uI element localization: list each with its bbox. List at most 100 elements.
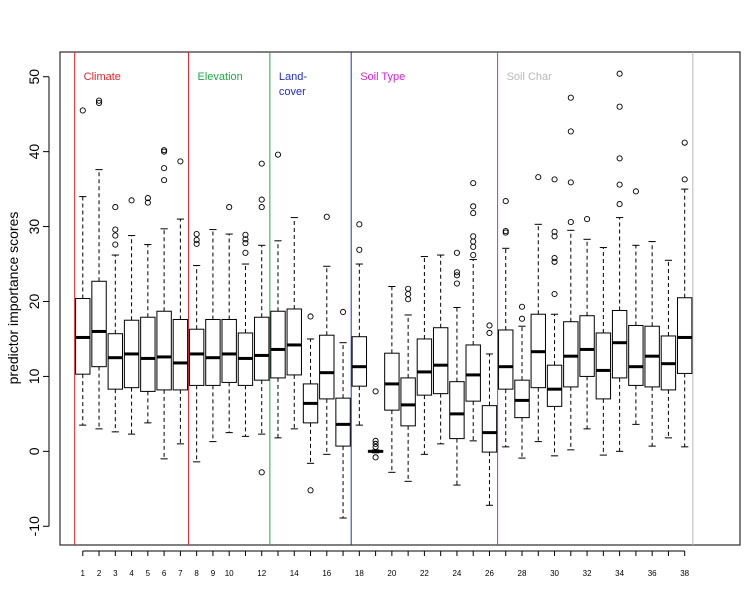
outlier-point (453, 249, 460, 256)
box-body (107, 333, 124, 390)
box-body (140, 316, 156, 392)
outlier-point (567, 128, 574, 135)
x-tick-label: 38 (680, 569, 689, 578)
box-7 (172, 158, 189, 445)
outlier-point (112, 204, 119, 211)
x-axis: 1 2 3 4 5 6 7 8 9 10 12 14 16 18 20 22 24 26 28 30 32 34 36 38 (81, 550, 690, 578)
box-body (563, 321, 579, 388)
outlier-point (405, 285, 412, 292)
outlier-point (551, 290, 558, 298)
box-body (172, 318, 189, 391)
box-19 (367, 388, 384, 461)
box-8 (188, 231, 205, 463)
box-37 (660, 259, 677, 439)
box-9 (205, 229, 221, 443)
box-body (432, 327, 449, 395)
outlier-point (258, 160, 265, 167)
outlier-point (681, 139, 688, 146)
outlier-point (161, 165, 168, 172)
outlier-point (242, 249, 249, 256)
outlier-point (518, 303, 526, 310)
box-body (498, 329, 514, 390)
x-tick-label: 3 (113, 569, 118, 578)
box-body (546, 364, 563, 407)
outlier-point (112, 232, 119, 239)
outlier-point (470, 238, 477, 245)
outlier-point (307, 313, 314, 320)
x-tick-label: 1 (81, 569, 86, 578)
outlier-point (242, 240, 249, 247)
outlier-point (177, 158, 184, 165)
box-38 (676, 139, 693, 448)
x-tick-label: 26 (485, 569, 494, 578)
box-10 (221, 204, 237, 434)
outlier-point (95, 97, 103, 104)
y-tick-label: 0 (26, 447, 42, 455)
outlier-point (258, 469, 265, 476)
x-tick-label: 5 (146, 569, 151, 578)
y-tick-label: 40 (26, 144, 42, 160)
box-body (188, 328, 205, 386)
outlier-point (193, 231, 200, 238)
box-6 (156, 147, 172, 460)
group-label-4: Soil Type (360, 71, 405, 83)
outlier-point (681, 176, 688, 183)
outlier-point (161, 147, 168, 154)
outlier-point (551, 176, 558, 183)
y-tick-label: 10 (26, 368, 42, 384)
outlier-point (226, 204, 233, 211)
outlier-point (405, 290, 412, 298)
x-tick-label: 22 (420, 569, 429, 578)
box-2 (91, 97, 107, 430)
outlier-point (242, 236, 249, 243)
outlier-point (193, 240, 200, 247)
box-body (595, 332, 612, 400)
box-body (628, 324, 644, 386)
outlier-point (161, 177, 168, 184)
box-33 (595, 247, 612, 456)
outlier-point (518, 315, 526, 322)
x-tick-label: 12 (257, 569, 266, 578)
outlier-point (616, 103, 623, 110)
x-tick-label: 9 (211, 569, 216, 578)
box-11 (237, 231, 254, 437)
x-tick-label: 7 (178, 569, 183, 578)
outlier-point (95, 99, 103, 106)
y-tick-label: 50 (26, 69, 42, 85)
box-34 (611, 70, 628, 452)
outlier-point (356, 246, 363, 253)
box-body (449, 381, 465, 440)
box-body (319, 334, 335, 400)
box-5 (140, 195, 156, 424)
outlier-point (356, 221, 363, 228)
box-body (156, 310, 172, 391)
outlier-point (405, 296, 412, 303)
box-18 (351, 221, 368, 426)
group-label-3: cover (279, 86, 306, 98)
outlier-point (616, 155, 623, 162)
outlier-point (323, 213, 330, 220)
x-tick-label: 16 (322, 569, 331, 578)
y-tick-label: 30 (26, 219, 42, 235)
box-25 (465, 180, 481, 442)
outlier-point (372, 443, 379, 450)
outlier-point (453, 280, 460, 287)
outlier-point (551, 258, 558, 265)
y-tick-label: -10 (26, 516, 42, 536)
outlier-point (193, 237, 200, 244)
outlier-point (144, 199, 151, 206)
outlier-point (258, 196, 265, 203)
box-body (254, 316, 270, 381)
outlier-point (372, 437, 379, 444)
box-3 (107, 204, 124, 433)
box-22 (416, 256, 433, 455)
plot-frame (59, 51, 741, 546)
outlier-point (551, 254, 558, 262)
outlier-point (616, 201, 623, 208)
x-tick-label: 18 (355, 569, 364, 578)
box-1 (75, 107, 91, 426)
outlier-point (616, 181, 623, 188)
box-24 (449, 249, 465, 486)
outlier-point (632, 188, 639, 195)
